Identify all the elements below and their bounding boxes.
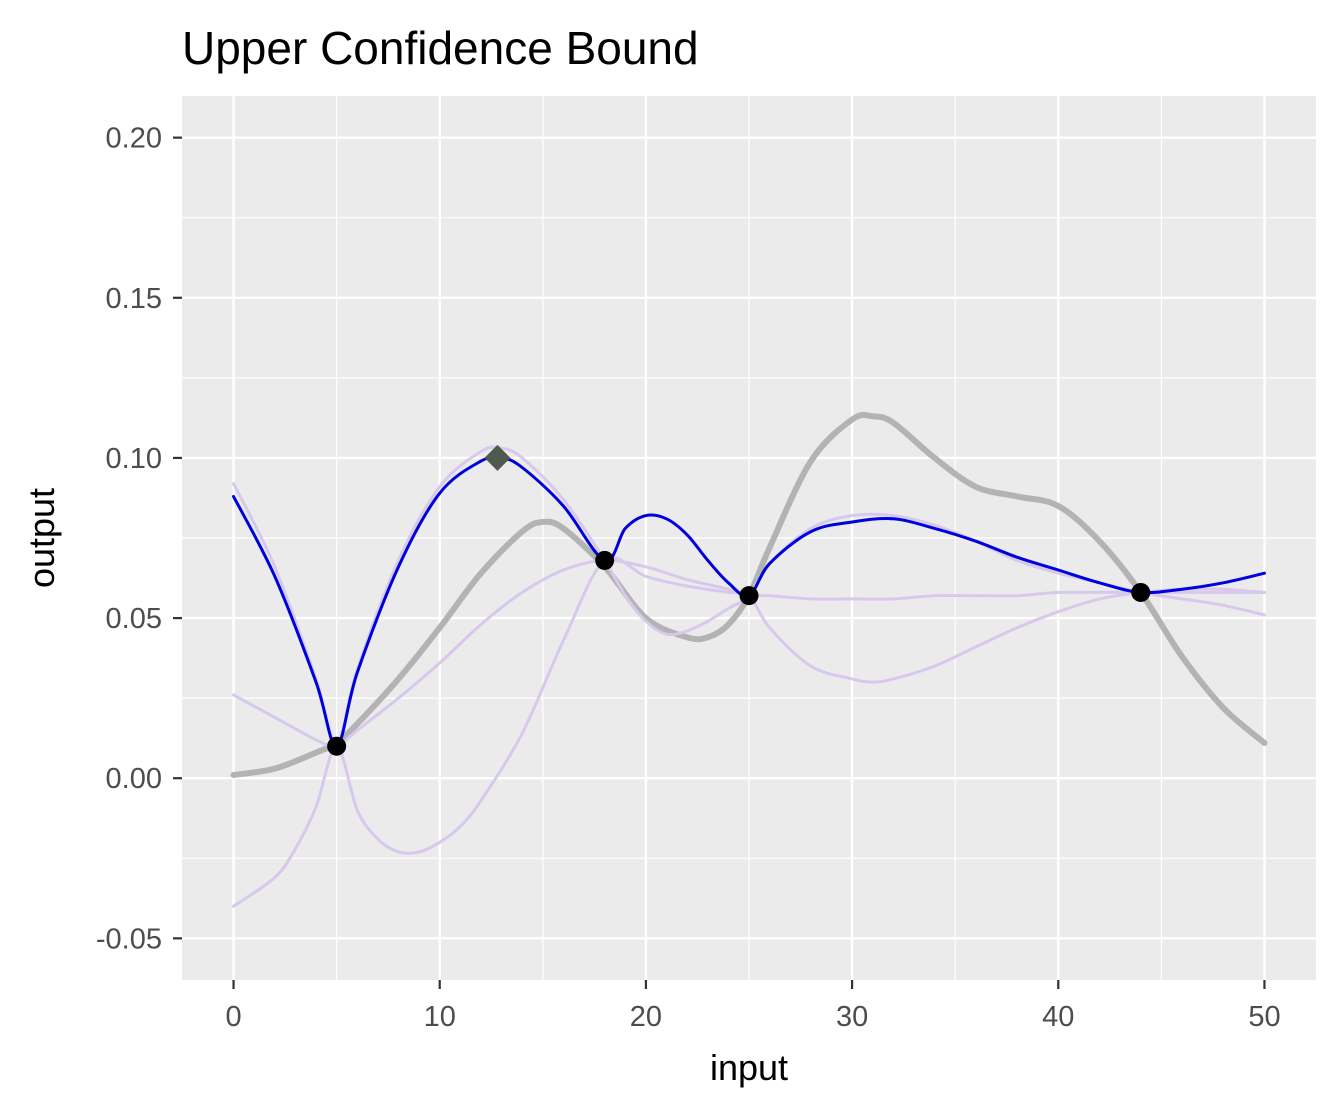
y-tick-label: 0.05 — [106, 603, 162, 635]
x-tick-label: 40 — [1042, 1001, 1074, 1033]
observation-point — [327, 736, 347, 756]
ucb-acquisition-line — [232, 455, 1266, 748]
x-tick-label: 30 — [836, 1001, 868, 1033]
observation-point — [739, 586, 759, 606]
chart-title: Upper Confidence Bound — [182, 22, 699, 74]
observation-point — [595, 550, 615, 570]
lower-bound-line — [232, 556, 1266, 908]
y-tick-label: 0.00 — [106, 763, 162, 795]
y-tick-label: 0.20 — [106, 123, 162, 155]
y-tick-label: -0.05 — [96, 923, 162, 955]
points-layer — [327, 444, 1151, 756]
grid-minor — [182, 96, 1316, 980]
y-tick-label: 0.15 — [106, 283, 162, 315]
y-axis-title: output — [21, 488, 62, 588]
x-tick-label: 0 — [225, 1001, 241, 1033]
y-axis: -0.05 0.00 0.05 0.10 0.15 0.20 — [96, 123, 182, 955]
x-axis: 0 10 20 30 40 50 — [225, 980, 1281, 1033]
observation-point — [1131, 582, 1151, 602]
grid-major — [182, 96, 1316, 980]
upper-bound-line — [232, 445, 1266, 745]
x-tick-label: 50 — [1248, 1001, 1280, 1033]
next-point-marker — [484, 444, 511, 471]
true-function-line — [230, 411, 1268, 778]
y-tick-label: 0.10 — [106, 443, 162, 475]
x-tick-label: 20 — [630, 1001, 662, 1033]
x-axis-title: input — [710, 1047, 788, 1088]
series-layer — [230, 411, 1268, 908]
x-tick-label: 10 — [424, 1001, 456, 1033]
